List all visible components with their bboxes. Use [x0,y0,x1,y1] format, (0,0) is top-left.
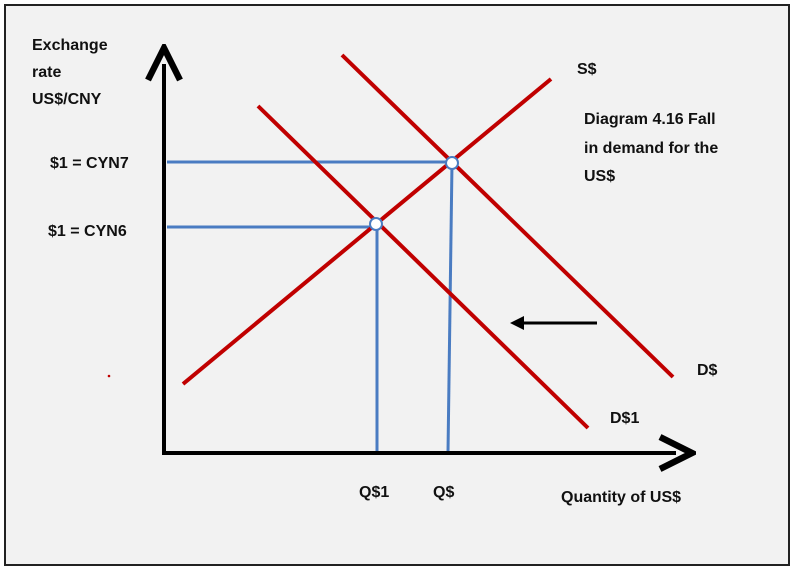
x-axis-title: Quantity of US$ [561,489,681,506]
caption-line-2: in demand for the [584,140,718,157]
stray-dot [107,374,111,378]
demand-new-label: D$1 [610,410,639,427]
equilibrium-point-original [445,156,459,170]
supply-curve-label: S$ [577,61,597,78]
equilibrium-point-new [369,217,383,231]
y-axis-title-line-2: rate [32,64,61,81]
supply-curve [181,77,553,386]
demand-curve-new [256,104,590,430]
caption-line-3: US$ [584,168,615,185]
y-axis-title-line-3: US$/CNY [32,91,102,108]
y-axis-title-line-1: Exchange [32,37,108,54]
price-label-high: $1 = CYN7 [50,155,129,172]
quantity-label-new: Q$1 [359,484,389,501]
price-label-low: $1 = CYN6 [48,223,127,240]
caption-line-1: Diagram 4.16 Fall [584,111,716,128]
demand-original-label: D$ [697,362,718,379]
demand-curve-original [340,53,675,379]
quantity-label-original: Q$ [433,484,454,501]
diagram-frame [4,4,790,566]
guide-quantity-original [446,162,454,453]
shift-arrow-head [510,316,524,330]
